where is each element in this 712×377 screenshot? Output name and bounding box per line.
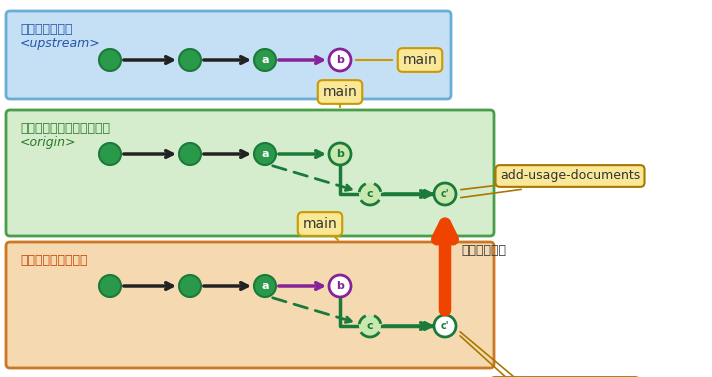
- Circle shape: [434, 183, 456, 205]
- Text: main: main: [303, 217, 337, 231]
- Circle shape: [254, 275, 276, 297]
- Circle shape: [329, 275, 351, 297]
- Text: b: b: [336, 149, 344, 159]
- Text: a: a: [261, 281, 268, 291]
- Circle shape: [99, 49, 121, 71]
- Circle shape: [254, 49, 276, 71]
- Text: <upstream>: <upstream>: [20, 37, 101, 50]
- Text: b: b: [336, 281, 344, 291]
- Text: b: b: [336, 55, 344, 65]
- Circle shape: [179, 275, 201, 297]
- Text: c: c: [367, 189, 373, 199]
- Text: c': c': [441, 189, 449, 199]
- FancyBboxPatch shape: [6, 11, 451, 99]
- Text: <origin>: <origin>: [20, 136, 76, 149]
- Text: a: a: [261, 149, 268, 159]
- Circle shape: [99, 143, 121, 165]
- Text: add-usage-documents: add-usage-documents: [500, 170, 640, 182]
- Text: 中央リポジトリ: 中央リポジトリ: [20, 23, 73, 36]
- Text: main: main: [402, 53, 437, 67]
- Circle shape: [179, 49, 201, 71]
- FancyBboxPatch shape: [6, 110, 494, 236]
- Circle shape: [254, 143, 276, 165]
- Text: ローカルリポジトリ: ローカルリポジトリ: [20, 254, 88, 267]
- Circle shape: [99, 275, 121, 297]
- Text: 作業用リモートリポジトリ: 作業用リモートリポジトリ: [20, 122, 110, 135]
- Text: c: c: [367, 321, 373, 331]
- Circle shape: [359, 183, 381, 205]
- Circle shape: [329, 143, 351, 165]
- Text: a: a: [261, 55, 268, 65]
- Circle shape: [434, 315, 456, 337]
- FancyBboxPatch shape: [6, 242, 494, 368]
- Text: 強制プッシュ: 強制プッシュ: [461, 244, 506, 256]
- Circle shape: [179, 143, 201, 165]
- Circle shape: [359, 315, 381, 337]
- Text: c': c': [441, 321, 449, 331]
- Text: main: main: [323, 85, 357, 99]
- Circle shape: [329, 49, 351, 71]
